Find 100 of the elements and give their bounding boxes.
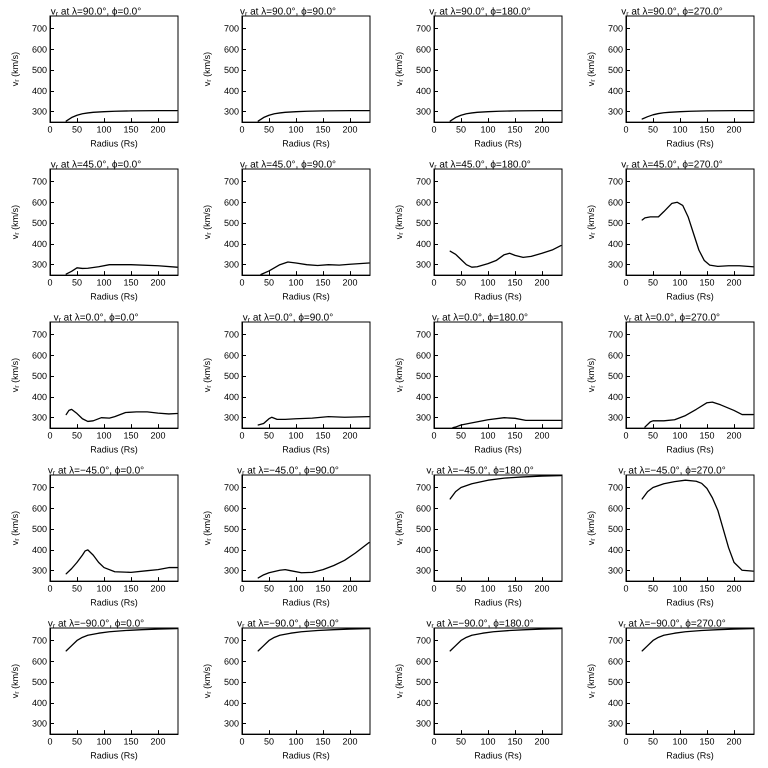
y-tick-label: 300 [608, 566, 623, 576]
y-tick-label: 400 [32, 544, 47, 555]
x-tick-label: 100 [480, 278, 496, 288]
y-tick-label: 400 [32, 698, 47, 708]
x-axis-title: Radius (Rs) [282, 292, 330, 302]
y-tick-label: 700 [224, 329, 239, 340]
x-tick-label: 100 [672, 278, 688, 288]
x-tick-label: 0 [431, 124, 437, 135]
x-tick-label: 200 [342, 584, 358, 594]
y-tick-label: 500 [224, 65, 239, 76]
x-tick-label: 0 [623, 430, 629, 441]
x-tick-label: 100 [288, 278, 304, 288]
x-tick-label: 150 [699, 278, 715, 288]
y-tick-label: 300 [32, 718, 47, 729]
y-tick-label: 600 [608, 656, 623, 666]
x-tick-label: 50 [72, 736, 82, 747]
y-tick-label: 300 [32, 412, 47, 423]
x-tick-label: 150 [123, 278, 139, 288]
y-tick-label: 600 [608, 350, 623, 360]
x-tick-label: 100 [288, 124, 304, 135]
y-tick-label: 700 [608, 635, 623, 646]
y-tick-label: 400 [224, 392, 239, 402]
x-tick-label: 200 [150, 736, 166, 747]
y-tick-label: 700 [32, 482, 47, 492]
x-tick-label: 50 [648, 430, 658, 441]
x-tick-label: 150 [699, 124, 715, 135]
x-tick-label: 200 [726, 584, 742, 594]
y-tick-label: 300 [608, 106, 623, 117]
x-tick-label: 100 [96, 584, 112, 594]
y-tick-label: 400 [224, 238, 239, 249]
x-tick-label: 100 [480, 736, 496, 747]
x-tick-label: 100 [480, 430, 496, 441]
x-tick-label: 0 [47, 736, 53, 747]
x-tick-label: 50 [648, 124, 658, 135]
x-tick-label: 50 [456, 736, 466, 747]
x-tick-label: 0 [239, 584, 245, 594]
x-tick-label: 200 [342, 124, 358, 135]
x-tick-label: 150 [315, 430, 331, 441]
x-axis-title: Radius (Rs) [666, 750, 714, 760]
x-tick-label: 100 [480, 124, 496, 135]
y-tick-label: 700 [416, 329, 431, 340]
x-axis-title: Radius (Rs) [666, 292, 714, 302]
x-tick-label: 50 [648, 584, 658, 594]
x-tick-label: 150 [123, 584, 139, 594]
x-tick-label: 50 [264, 584, 274, 594]
x-tick-label: 150 [699, 430, 715, 441]
x-tick-label: 200 [150, 430, 166, 441]
y-tick-label: 300 [32, 106, 47, 117]
y-tick-label: 500 [608, 677, 623, 688]
x-tick-label: 50 [264, 278, 274, 288]
x-tick-label: 50 [648, 736, 658, 747]
x-tick-label: 0 [47, 584, 53, 594]
y-tick-label: 300 [608, 412, 623, 423]
x-tick-label: 200 [150, 584, 166, 594]
x-tick-label: 100 [288, 584, 304, 594]
y-tick-label: 600 [416, 44, 431, 54]
y-tick-label: 500 [224, 677, 239, 688]
x-tick-label: 200 [534, 124, 550, 135]
y-tick-label: 400 [224, 544, 239, 555]
y-tick-label: 500 [224, 524, 239, 534]
y-tick-label: 300 [416, 566, 431, 576]
x-tick-label: 200 [342, 736, 358, 747]
y-tick-label: 300 [608, 260, 623, 270]
x-tick-label: 200 [534, 584, 550, 594]
x-axis-title: Radius (Rs) [282, 444, 330, 454]
y-tick-label: 400 [416, 544, 431, 555]
x-tick-label: 0 [623, 584, 629, 594]
y-tick-label: 700 [608, 482, 623, 492]
y-tick-label: 700 [416, 23, 431, 34]
y-tick-label: 700 [608, 23, 623, 34]
x-tick-label: 50 [72, 430, 82, 441]
y-tick-label: 500 [32, 65, 47, 76]
y-tick-label: 400 [608, 238, 623, 249]
y-tick-label: 600 [32, 503, 47, 514]
x-axis-title: Radius (Rs) [282, 598, 330, 608]
y-tick-label: 500 [416, 524, 431, 534]
y-tick-label: 300 [416, 412, 431, 423]
x-tick-label: 0 [623, 736, 629, 747]
x-tick-label: 150 [699, 584, 715, 594]
y-tick-label: 300 [224, 412, 239, 423]
y-tick-label: 600 [32, 656, 47, 666]
x-tick-label: 100 [672, 124, 688, 135]
y-tick-label: 600 [608, 197, 623, 208]
x-tick-label: 0 [47, 124, 53, 135]
x-axis-title: Radius (Rs) [474, 750, 522, 760]
x-tick-label: 100 [672, 736, 688, 747]
y-tick-label: 500 [32, 677, 47, 688]
x-tick-label: 0 [47, 278, 53, 288]
x-axis-title: Radius (Rs) [666, 598, 714, 608]
x-tick-label: 50 [72, 584, 82, 594]
x-tick-label: 150 [123, 736, 139, 747]
y-tick-label: 700 [608, 329, 623, 340]
y-tick-label: 600 [224, 350, 239, 360]
y-tick-label: 500 [416, 218, 431, 228]
y-tick-label: 300 [224, 106, 239, 117]
y-tick-label: 700 [224, 23, 239, 34]
y-tick-label: 500 [608, 371, 623, 382]
y-tick-label: 400 [608, 544, 623, 555]
x-tick-label: 150 [507, 124, 523, 135]
y-tick-label: 400 [224, 86, 239, 96]
